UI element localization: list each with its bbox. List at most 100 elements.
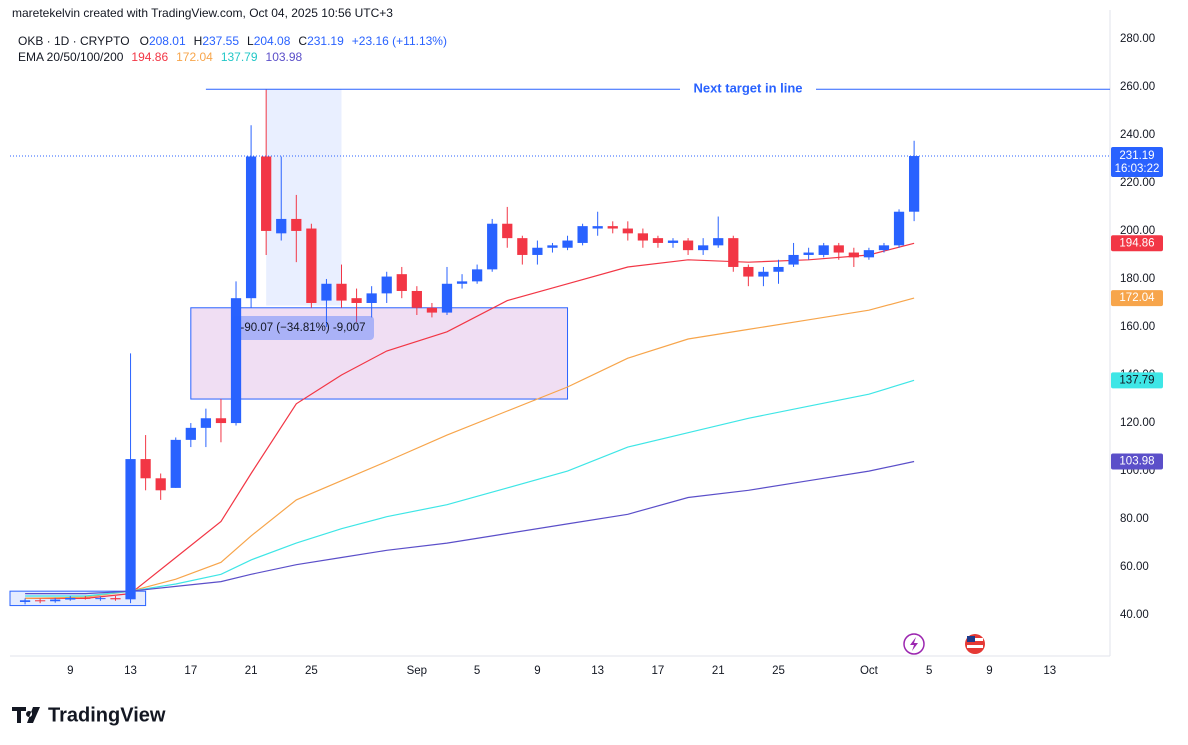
header: maretekelvin created with TradingView.co… — [12, 6, 393, 20]
candle-body — [80, 597, 91, 599]
ema-legend-value: 172.04 — [176, 50, 213, 64]
change: +23.16 (+11.13%) — [352, 34, 447, 48]
x-tick-label: Sep — [407, 665, 427, 677]
candle-body — [532, 247, 543, 255]
y-tick-label: 220.00 — [1120, 177, 1155, 189]
candle-body — [577, 226, 588, 243]
x-tick-label: 13 — [1043, 665, 1056, 677]
candle-body — [818, 245, 829, 255]
y-tick-label: 80.00 — [1120, 513, 1149, 525]
x-tick-label: 9 — [534, 665, 540, 677]
candle-body — [592, 226, 603, 229]
x-tick-label: 9 — [67, 665, 73, 677]
flag-stripe — [967, 645, 983, 648]
candle-body — [667, 240, 679, 243]
flag-canton — [967, 636, 975, 642]
candle-body — [758, 271, 769, 277]
y-tick-label: 260.00 — [1120, 81, 1155, 93]
ema-line — [25, 297, 915, 599]
measure-label: -90.07 (−34.81%) -9,007 — [241, 322, 366, 334]
candle-body — [562, 240, 573, 248]
target-label-bg — [680, 81, 816, 98]
candle-body — [261, 156, 272, 231]
candle-body — [743, 266, 754, 277]
ema-value-label: 103.98 — [1119, 456, 1154, 468]
candle-body — [637, 233, 648, 241]
x-tick-label: 25 — [305, 665, 318, 677]
candle-body — [155, 478, 166, 491]
ema-line — [25, 379, 915, 597]
x-tick-label: 13 — [591, 665, 604, 677]
y-tick-label: 160.00 — [1120, 321, 1155, 333]
ema-value-box — [1111, 372, 1163, 389]
ema-value-box — [1111, 290, 1163, 307]
x-tick-label: 9 — [986, 665, 992, 677]
logo-mark — [12, 707, 40, 723]
measure-label-bg — [232, 316, 374, 340]
candle-body — [607, 226, 618, 229]
ohlc-value: 208.01 — [149, 34, 186, 48]
y-tick-label: 240.00 — [1120, 129, 1155, 141]
candle-body — [698, 245, 709, 251]
ohlc-value: 231.19 — [307, 34, 344, 48]
ema-legend-value: 103.98 — [266, 50, 303, 64]
candle-body — [517, 238, 528, 255]
ohlc-key: O — [140, 34, 149, 48]
brand: TradingView — [48, 704, 166, 726]
candle-body — [502, 223, 513, 239]
footer-logo: TradingView — [12, 704, 166, 726]
ema-line — [25, 242, 915, 599]
symbol: OKB · 1D · CRYPTO — [18, 34, 130, 48]
candle-body — [547, 245, 558, 248]
candle-body — [321, 283, 332, 301]
candle-body — [230, 298, 242, 424]
candle-body — [893, 211, 905, 246]
ohlc-value: 204.08 — [254, 34, 291, 48]
candle-body — [276, 218, 287, 234]
candle-body — [803, 252, 814, 255]
candle-body — [472, 269, 483, 282]
candle-body — [95, 598, 106, 600]
ohlc-key: L — [247, 34, 254, 48]
candle-body — [366, 293, 377, 303]
ema-value-label: 137.79 — [1119, 374, 1154, 386]
event-icon-bolt — [910, 637, 918, 651]
candle-body — [908, 156, 920, 212]
candle-body — [185, 427, 196, 440]
y-tick-label: 60.00 — [1120, 561, 1149, 573]
candle-body — [170, 439, 181, 488]
ohlc-value: 237.55 — [202, 34, 239, 48]
candle-body — [441, 283, 453, 313]
ohlc-key: C — [298, 34, 307, 48]
candle-body — [773, 266, 784, 272]
ema-value-label: 194.86 — [1119, 237, 1154, 249]
price-box — [1111, 147, 1163, 178]
x-tick-label: 17 — [184, 665, 197, 677]
ema-legend-value: 194.86 — [131, 50, 168, 64]
y-tick-label: 120.00 — [1120, 417, 1155, 429]
candle-body — [215, 418, 227, 424]
candle-body — [351, 298, 362, 303]
candle-body — [728, 238, 739, 267]
x-tick-label: 13 — [124, 665, 137, 677]
x-tick-label: Oct — [860, 665, 879, 677]
measure-range — [266, 89, 342, 306]
candle-body — [411, 290, 422, 308]
candle-body — [336, 283, 347, 301]
candle-body — [622, 228, 633, 234]
ema-line — [25, 460, 915, 595]
x-tick-label: 5 — [474, 665, 480, 677]
candle-body — [35, 600, 46, 602]
y-tick-label: 200.00 — [1120, 225, 1155, 237]
candle-body — [833, 245, 844, 253]
target-label: Next target in line — [693, 81, 802, 96]
candle-body — [19, 600, 31, 602]
candle-body — [682, 240, 694, 251]
ema-value-label: 172.04 — [1119, 292, 1155, 304]
candle-body — [50, 599, 61, 602]
candle-body — [456, 281, 468, 284]
price-label: 231.19 — [1119, 150, 1154, 162]
x-tick-label: 5 — [926, 665, 932, 677]
candle-body — [200, 418, 212, 428]
